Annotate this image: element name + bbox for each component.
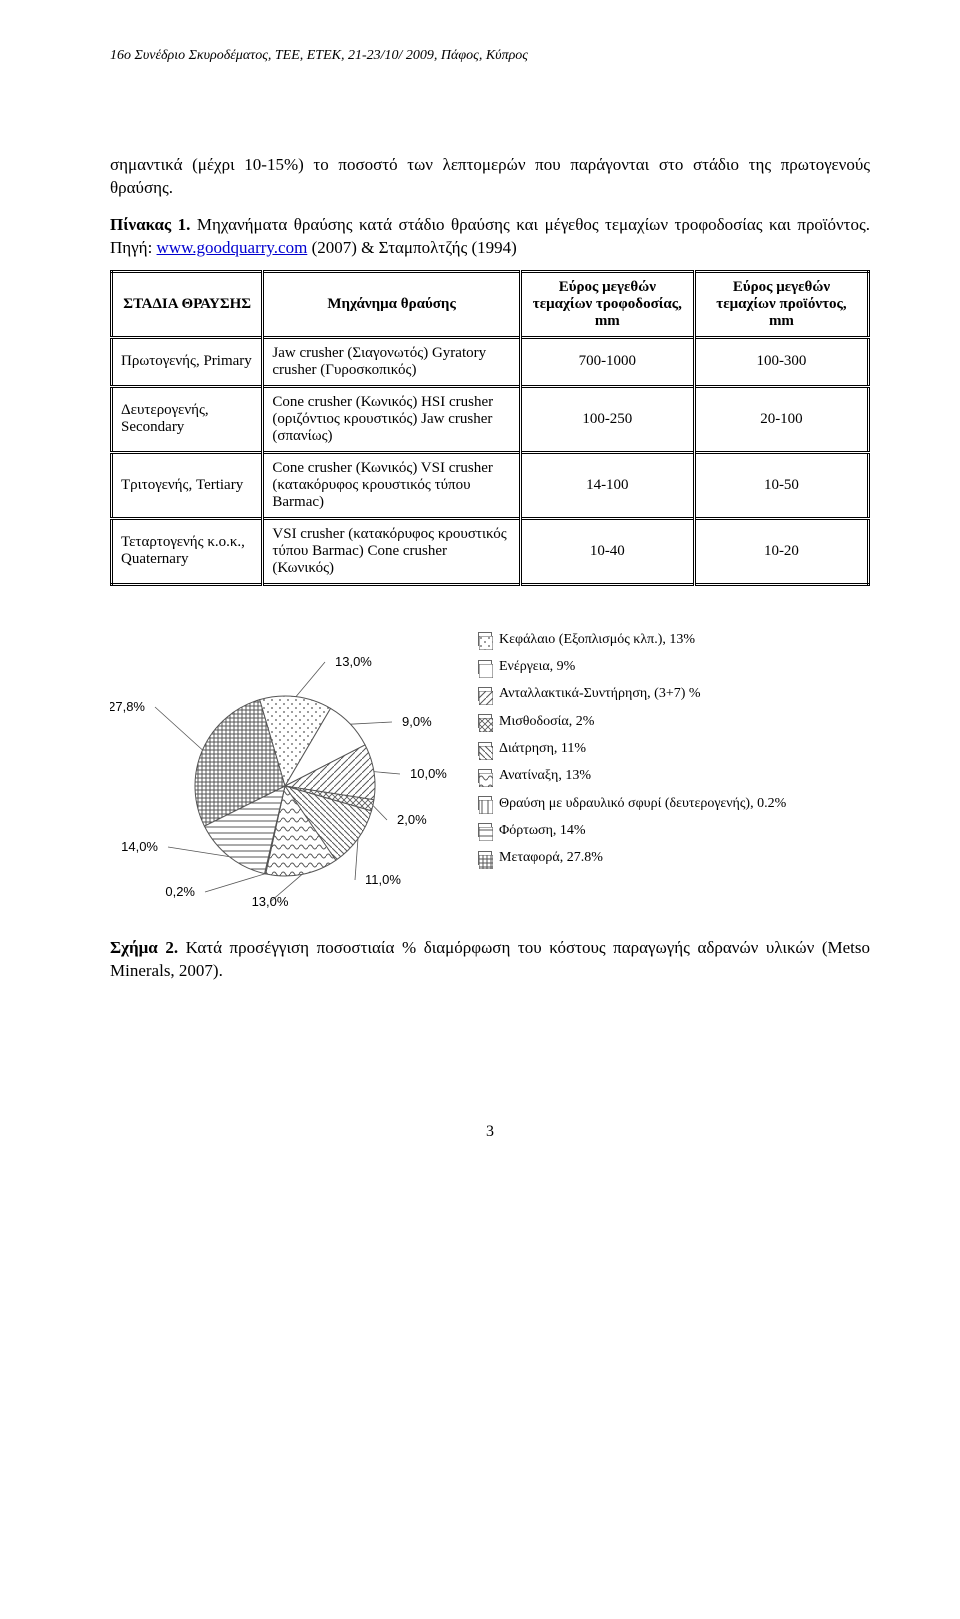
legend-label: Ανατίναξη, 13% (499, 762, 591, 789)
table-caption: Πίνακας 1. Μηχανήματα θραύσης κατά στάδι… (110, 214, 870, 260)
pie-label-blasting: 13,0% (252, 894, 289, 909)
legend-item-drilling: Διάτρηση, 11% (478, 735, 870, 762)
legend-swatch-capital (478, 632, 492, 646)
pie-label-energy: 9,0% (402, 714, 432, 729)
legend-label: Διάτρηση, 11% (499, 735, 586, 762)
cell-feed: 100-250 (520, 386, 694, 452)
figure-wrap: 13,0% 9,0% 10,0% 2,0% 11,0% 13,0% 0,2% 14,0% 27,… (110, 626, 870, 931)
leader-line (205, 874, 265, 892)
legend-swatch-secondary (478, 796, 492, 810)
legend-item-secondary: Θραύση με υδραυλικό σφυρί (δευτερογενής)… (478, 790, 870, 817)
page-number: 3 (110, 1123, 870, 1141)
leader-line (374, 771, 400, 773)
pie-label-spares: 10,0% (410, 766, 447, 781)
cell-machine: Cone crusher (Κωνικός) HSI crusher (οριζ… (263, 386, 520, 452)
cell-feed: 700-1000 (520, 337, 694, 386)
pie-label-capital: 13,0% (335, 654, 372, 669)
pie-label-secondary: 0,2% (165, 884, 195, 899)
legend-label: Θραύση με υδραυλικό σφυρί (δευτερογενής)… (499, 790, 786, 817)
machinery-table: ΣΤΑΔΙΑ ΘΡΑΥΣΗΣ Μηχάνημα θραύσης Εύρος με… (110, 270, 870, 586)
pie-label-transport: 27,8% (110, 699, 145, 714)
cell-stage: Τριτογενής, Tertiary (112, 452, 263, 518)
source-link[interactable]: www.goodquarry.com (157, 238, 308, 257)
legend-item-capital: Κεφάλαιο (Εξοπλισμός κλπ.), 13% (478, 626, 870, 653)
cell-machine: Jaw crusher (Σιαγονωτός) Gyratory crushe… (263, 337, 520, 386)
legend-label: Ενέργεια, 9% (499, 653, 575, 680)
leader-line (296, 662, 325, 697)
legend-item-transport: Μεταφορά, 27.8% (478, 844, 870, 871)
cell-prod: 10-20 (694, 518, 868, 584)
cell-feed: 14-100 (520, 452, 694, 518)
legend-swatch-energy (478, 660, 492, 674)
table-header-row: ΣΤΑΔΙΑ ΘΡΑΥΣΗΣ Μηχάνημα θραύσης Εύρος με… (112, 271, 869, 337)
legend-swatch-wages (478, 714, 492, 728)
cell-stage: Τεταρτογενής κ.ο.κ., Quaternary (112, 518, 263, 584)
intro-paragraph: σημαντικά (μέχρι 10-15%) το ποσοστό των … (110, 154, 870, 200)
legend-swatch-spares (478, 687, 492, 701)
leader-line (350, 722, 392, 724)
th-feed: Εύρος μεγεθών τεμαχίων τροφοδοσίας, mm (520, 271, 694, 337)
pie-label-drilling: 11,0% (365, 872, 401, 887)
figure-caption-body: Κατά προσέγγιση ποσοστιαία % διαμόρφωση … (110, 938, 870, 980)
legend-item-loading: Φόρτωση, 14% (478, 817, 870, 844)
pie-label-loading: 14,0% (121, 839, 158, 854)
figure-caption: Σχήμα 2. Κατά προσέγγιση ποσοστιαία % δι… (110, 937, 870, 983)
table-caption-prefix: Πίνακας 1. (110, 215, 190, 234)
cell-stage: Πρωτογενής, Primary (112, 337, 263, 386)
legend-label: Φόρτωση, 14% (499, 817, 586, 844)
pie-legend: Κεφάλαιο (Εξοπλισμός κλπ.), 13%Ενέργεια,… (478, 626, 870, 872)
legend-label: Ανταλλακτικά-Συντήρηση, (3+7) % (499, 680, 701, 707)
legend-swatch-drilling (478, 742, 492, 756)
cell-stage: Δευτερογενής, Secondary (112, 386, 263, 452)
running-header: 16ο Συνέδριο Σκυροδέματος, ΤΕΕ, ΕΤΕΚ, 21… (110, 48, 870, 64)
table-caption-tail: (2007) & Σταμπολτζής (1994) (307, 238, 516, 257)
th-machine: Μηχάνημα θραύσης (263, 271, 520, 337)
table-row: Δευτερογενής, Secondary Cone crusher (Κω… (112, 386, 869, 452)
leader-line (355, 838, 358, 879)
cell-prod: 10-50 (694, 452, 868, 518)
leader-line (155, 707, 203, 750)
leader-line (373, 805, 387, 820)
table-row: Τριτογενής, Tertiary Cone crusher (Κωνικ… (112, 452, 869, 518)
th-stage: ΣΤΑΔΙΑ ΘΡΑΥΣΗΣ (112, 271, 263, 337)
table-row: Πρωτογενής, Primary Jaw crusher (Σιαγονω… (112, 337, 869, 386)
figure-caption-prefix: Σχήμα 2. (110, 938, 178, 957)
pie-chart: 13,0% 9,0% 10,0% 2,0% 11,0% 13,0% 0,2% 14,0% 27,… (110, 626, 470, 931)
page-root: 16ο Συνέδριο Σκυροδέματος, ΤΕΕ, ΕΤΕΚ, 21… (0, 0, 960, 1201)
pie-svg: 13,0% 9,0% 10,0% 2,0% 11,0% 13,0% 0,2% 14,0% 27,… (110, 626, 470, 926)
legend-swatch-transport (478, 851, 492, 865)
legend-label: Μισθοδοσία, 2% (499, 708, 594, 735)
cell-prod: 20-100 (694, 386, 868, 452)
legend-label: Μεταφορά, 27.8% (499, 844, 603, 871)
legend-swatch-loading (478, 823, 492, 837)
cell-machine: Cone crusher (Κωνικός) VSI crusher (κατα… (263, 452, 520, 518)
legend-label: Κεφάλαιο (Εξοπλισμός κλπ.), 13% (499, 626, 695, 653)
cell-prod: 100-300 (694, 337, 868, 386)
legend-swatch-blasting (478, 769, 492, 783)
legend-item-wages: Μισθοδοσία, 2% (478, 708, 870, 735)
cell-machine: VSI crusher (κατακόρυφος κρουστικός τύπο… (263, 518, 520, 584)
pie-label-wages: 2,0% (397, 812, 427, 827)
th-prod: Εύρος μεγεθών τεμαχίων προϊόντος, mm (694, 271, 868, 337)
cell-feed: 10-40 (520, 518, 694, 584)
legend-item-energy: Ενέργεια, 9% (478, 653, 870, 680)
table-row: Τεταρτογενής κ.ο.κ., Quaternary VSI crus… (112, 518, 869, 584)
legend-item-spares: Ανταλλακτικά-Συντήρηση, (3+7) % (478, 680, 870, 707)
legend-item-blasting: Ανατίναξη, 13% (478, 762, 870, 789)
